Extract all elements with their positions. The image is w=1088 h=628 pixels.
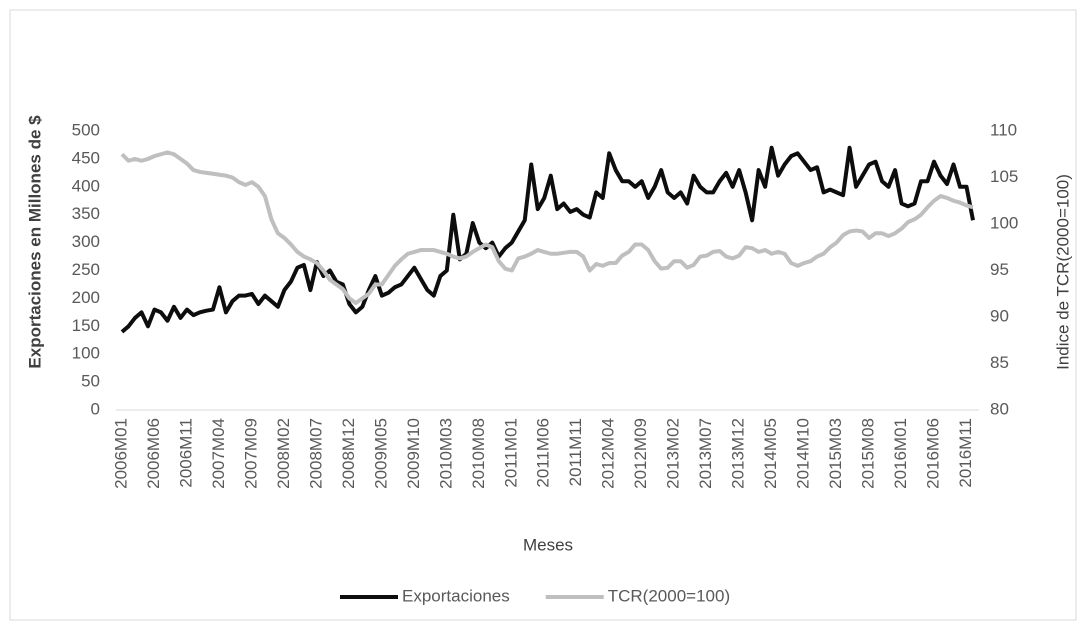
x-tick-label: 2008M12 — [339, 418, 358, 489]
x-tick-label: 2012M09 — [631, 418, 650, 489]
x-tick-label: 2006M06 — [144, 418, 163, 489]
y-tick-label: 450 — [72, 148, 100, 167]
x-tick-label: 2012M04 — [599, 418, 618, 489]
x-tick-label: 2010M03 — [436, 418, 455, 489]
y2-tick-label: 85 — [990, 353, 1009, 372]
x-tick-label: 2013M07 — [696, 418, 715, 489]
y-tick-label: 500 — [72, 120, 100, 139]
y2-tick-label: 80 — [990, 399, 1009, 418]
y2-tick-label: 90 — [990, 306, 1009, 325]
series-line — [120, 150, 974, 306]
x-tick-label: 2011M11 — [566, 418, 585, 486]
x-axis-title: Meses — [523, 535, 573, 554]
y-tick-label: 0 — [91, 399, 100, 418]
legend-label: TCR(2000=100) — [608, 586, 730, 605]
x-tick-label: 2011M01 — [501, 418, 520, 488]
y-tick-label: 350 — [72, 204, 100, 223]
y-tick-label: 400 — [72, 176, 100, 195]
x-tick-label: 2014M05 — [761, 418, 780, 489]
x-tick-label: 2013M12 — [729, 418, 748, 489]
x-tick-label: 2007M04 — [209, 418, 228, 489]
x-tick-label: 2009M10 — [404, 418, 423, 489]
x-tick-label: 2010M08 — [469, 418, 488, 489]
x-tick-label: 2006M11 — [176, 418, 195, 488]
y-tick-label: 250 — [72, 260, 100, 279]
y-tick-label: 50 — [81, 372, 100, 391]
x-tick-label: 2013M02 — [664, 418, 683, 489]
x-tick-label: 2008M02 — [274, 418, 293, 489]
y2-tick-label: 100 — [990, 213, 1018, 232]
chart-border — [9, 9, 1077, 621]
x-tick-label: 2011M06 — [534, 418, 553, 488]
y2-axis-title: Indice de TCR(2000=100) — [1053, 174, 1072, 370]
series-line — [120, 145, 975, 334]
x-tick-label: 2007M09 — [241, 418, 260, 489]
x-tick-label: 2009M05 — [371, 418, 390, 489]
x-tick-label: 2016M01 — [891, 418, 910, 489]
x-tick-label: 2015M03 — [826, 418, 845, 489]
x-tick-label: 2006M01 — [111, 418, 130, 489]
y-tick-label: 300 — [72, 232, 100, 251]
x-tick-label: 2016M06 — [924, 418, 943, 489]
x-tick-label: 2008M07 — [306, 418, 325, 489]
x-tick-label: 2016M11 — [956, 418, 975, 488]
y2-tick-label: 105 — [990, 167, 1018, 186]
y-tick-label: 200 — [72, 288, 100, 307]
y-tick-label: 150 — [72, 316, 100, 335]
y2-tick-label: 95 — [990, 260, 1009, 279]
y-axis-title: Exportaciones en Millones de $ — [25, 115, 44, 369]
y2-tick-label: 110 — [990, 120, 1017, 139]
legend-label: Exportaciones — [402, 586, 510, 605]
x-tick-label: 2015M08 — [859, 418, 878, 489]
y-tick-label: 100 — [72, 344, 100, 363]
x-tick-label: 2014M10 — [794, 418, 813, 489]
